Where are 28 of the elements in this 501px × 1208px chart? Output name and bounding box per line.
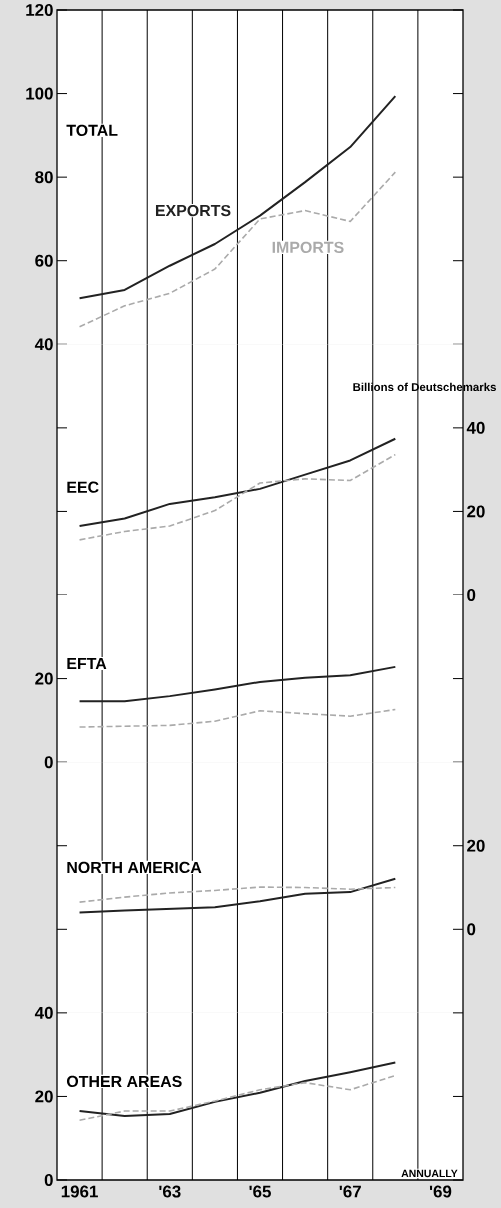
y-tick-label: 40: [466, 421, 485, 434]
y-tick-label: 20: [35, 1090, 53, 1103]
y-tick-label: 20: [467, 505, 485, 518]
y-tick-label: 0: [467, 589, 476, 602]
y-tick-label: 0: [44, 1174, 53, 1187]
annotation: ANNUALLY: [401, 1169, 458, 1178]
text: NORTH AMERICA: [67, 861, 202, 874]
series-label: EXPORTS: [155, 204, 231, 217]
x-tick-label: '67: [339, 1185, 361, 1198]
y-tick-label: 20: [35, 672, 53, 685]
text: OTHER AREAS: [66, 1075, 182, 1088]
x-tick-label: '65: [249, 1185, 271, 1198]
x-tick-label: 1961: [61, 1185, 98, 1198]
text: EFTA: [67, 658, 107, 670]
y-tick-label: 20: [467, 839, 485, 852]
y-tick-label: 60: [35, 254, 53, 267]
y-tick-label: 40: [34, 338, 53, 351]
y-tick-label: 80: [35, 171, 53, 184]
x-tick-label: '69: [429, 1185, 452, 1198]
text: EEC: [67, 481, 99, 493]
series-label: IMPORTS: [272, 241, 344, 253]
x-tick-label: '63: [159, 1185, 181, 1198]
y-tick-label: 100: [26, 87, 53, 100]
y-tick-label: 40: [34, 1006, 53, 1019]
y-tick-label: 120: [26, 4, 53, 16]
y-tick-label: 0: [467, 923, 476, 936]
y-tick-label: 0: [44, 756, 53, 769]
text: TOTAL: [66, 124, 118, 136]
